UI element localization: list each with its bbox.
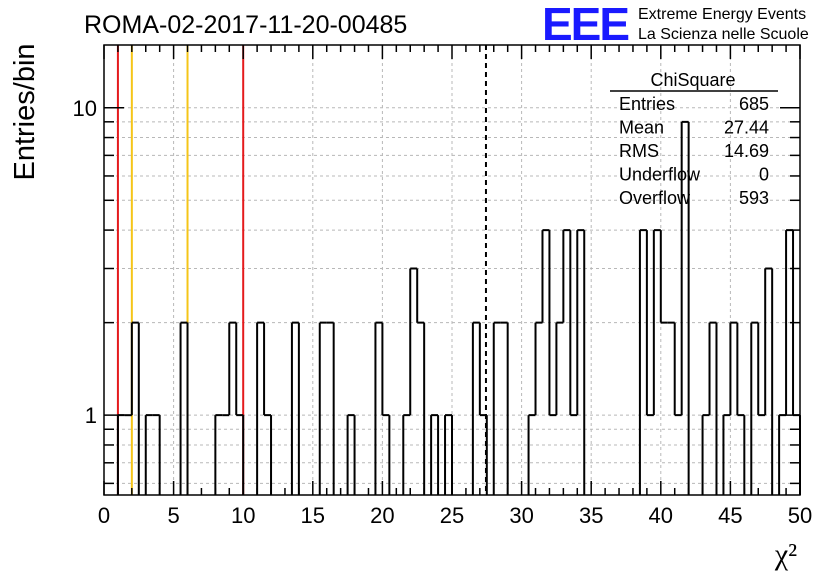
x-tick-label: 45 [718, 503, 742, 528]
histogram-bin [471, 321, 480, 495]
histogram-bin [680, 120, 690, 495]
stats-box: ChiSquare Entries 685 Mean 27.44 RMS 14.69 Und… [610, 70, 778, 208]
histogram-bin [130, 321, 140, 495]
x-tick-label: 30 [509, 503, 533, 528]
histogram-bin [645, 230, 654, 417]
stats-value: 685 [739, 94, 769, 114]
histogram-bin [736, 322, 746, 495]
histogram-bin [555, 321, 564, 416]
x-tick-label: 50 [788, 503, 812, 528]
histogram-bin [416, 268, 426, 495]
histogram-bin [562, 229, 571, 323]
histogram-bin [764, 267, 774, 495]
stats-value: 0 [759, 165, 769, 185]
histogram-bin [263, 322, 273, 495]
axis-ticks [103, 45, 801, 495]
histogram-bin [722, 414, 731, 495]
histogram-bin [673, 322, 682, 417]
x-tick-label: 25 [440, 503, 464, 528]
stats-value: 14.69 [724, 141, 769, 161]
eee-logo: EEE Extreme Energy Events La Scienza nel… [542, 0, 809, 50]
histogram-bin [381, 322, 391, 495]
stats-label: Underflow [619, 165, 701, 185]
x-tick-label: 5 [167, 503, 179, 528]
histogram-bin [179, 321, 189, 495]
logo-line-2: La Scienza nelle Scuole [638, 26, 809, 43]
histogram-bin [729, 321, 738, 416]
y-tick-label: 10 [73, 96, 97, 121]
histogram-bin [576, 229, 586, 495]
histogram-bin [527, 414, 536, 495]
histogram-bin [638, 229, 647, 495]
histogram-bin [478, 322, 488, 495]
y-tick-label: 1 [85, 403, 97, 428]
chart-title: ROMA-02-2017-11-20-00485 [84, 11, 407, 39]
stats-rows: Entries 685 Mean 27.44 RMS 14.69 Underflow 0 Ove… [619, 94, 769, 208]
histogram-bin [652, 229, 661, 416]
histogram-bin [290, 321, 300, 495]
stats-label: Entries [619, 94, 675, 114]
stats-value: 27.44 [724, 118, 769, 138]
histogram-bin [326, 321, 335, 495]
histogram-bin [228, 321, 237, 416]
histogram-bin [256, 321, 265, 495]
x-tick-labels: 0 5 10 15 20 25 30 35 40 45 50 [98, 503, 812, 528]
x-tick-label: 20 [370, 503, 394, 528]
histogram-bin [214, 414, 223, 495]
y-tick-labels: 1 10 [73, 96, 97, 428]
x-tick-label: 15 [301, 503, 325, 528]
histogram-bin [318, 321, 327, 495]
stats-label: Mean [619, 118, 664, 138]
stats-title: ChiSquare [650, 70, 735, 90]
histogram-bin [569, 230, 578, 417]
histogram-bin [430, 414, 440, 495]
x-tick-label: 35 [579, 503, 603, 528]
histogram-bin [750, 321, 759, 495]
histogram-bin [708, 321, 718, 495]
histogram-bin [152, 414, 161, 495]
histogram-bin [492, 321, 501, 495]
x-tick-label: 10 [231, 503, 255, 528]
histogram-bin [548, 230, 557, 417]
stats-value: 593 [739, 188, 769, 208]
histogram-bin [346, 414, 356, 495]
stats-label: RMS [619, 141, 659, 161]
histogram-bin [144, 414, 153, 495]
histogram-bin [402, 414, 411, 495]
histogram-bin [541, 229, 550, 323]
histogram-bin [374, 321, 383, 495]
x-axis-label: χ² [774, 538, 797, 571]
histogram-bin [500, 321, 509, 495]
histogram-bin [701, 414, 710, 495]
eee-logo-mark: EEE [542, 0, 628, 50]
histogram-bin [409, 267, 418, 416]
x-tick-label: 40 [649, 503, 673, 528]
histogram-bin [792, 230, 801, 495]
logo-line-1: Extreme Energy Events [638, 6, 806, 23]
stats-label: Overflow [619, 188, 691, 208]
histogram-bin [235, 322, 245, 495]
x-tick-label: 0 [98, 503, 110, 528]
histogram-bin [659, 230, 668, 324]
histogram-bin [757, 322, 766, 417]
y-axis-label: Entries/bin [9, 43, 41, 180]
histogram-bin [534, 321, 543, 416]
